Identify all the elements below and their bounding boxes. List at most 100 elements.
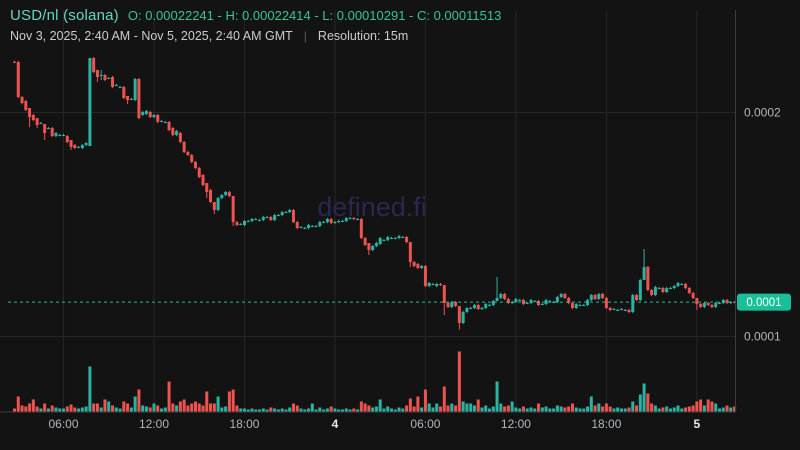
candle-body bbox=[186, 152, 190, 156]
volume-bar bbox=[352, 408, 356, 412]
candle-body bbox=[623, 309, 627, 311]
candle-body bbox=[552, 301, 556, 303]
volume-bar bbox=[111, 405, 115, 412]
candle-body bbox=[137, 79, 141, 119]
volume-bar bbox=[288, 407, 292, 412]
candle-body bbox=[209, 190, 213, 203]
candle-body bbox=[657, 288, 661, 290]
volume-bar bbox=[589, 396, 593, 412]
volume-bar bbox=[246, 409, 250, 412]
candle-body bbox=[401, 237, 405, 239]
volume-bar bbox=[88, 366, 92, 412]
volume-bar bbox=[616, 407, 620, 412]
candle-body bbox=[284, 212, 288, 214]
candle-body bbox=[537, 301, 541, 305]
candle-body bbox=[420, 266, 424, 269]
volume-bar bbox=[273, 408, 277, 412]
candle-body bbox=[322, 222, 326, 224]
candle-body bbox=[405, 237, 409, 243]
volume-bar bbox=[548, 408, 552, 412]
volume-bar bbox=[446, 405, 450, 412]
volume-bar bbox=[691, 405, 695, 412]
candle-body bbox=[175, 131, 179, 136]
volume-bar bbox=[160, 408, 164, 412]
candle-body bbox=[702, 303, 706, 308]
candle-body bbox=[503, 294, 507, 300]
candle-body bbox=[653, 287, 657, 296]
candle-body bbox=[325, 219, 329, 223]
volume-bar bbox=[235, 405, 239, 412]
candle-body bbox=[412, 262, 416, 267]
volume-bar bbox=[99, 407, 103, 412]
time-axis-label: 18:00 bbox=[591, 417, 621, 431]
time-axis-label: 06:00 bbox=[410, 417, 440, 431]
candle-body bbox=[156, 115, 160, 123]
time-axis[interactable]: 06:00 12:00 18:00 4 06:00 12:00 18:00 5 bbox=[48, 417, 700, 431]
volume-bar bbox=[178, 401, 182, 412]
candle-body bbox=[684, 284, 688, 289]
volume-bar bbox=[499, 403, 503, 412]
volume-bar bbox=[239, 408, 243, 412]
volume-bar bbox=[706, 399, 710, 412]
volume-bar bbox=[408, 398, 412, 412]
volume-bar bbox=[216, 396, 220, 412]
resolution-text[interactable]: Resolution: 15m bbox=[317, 29, 409, 43]
volume-bar bbox=[122, 401, 126, 412]
candle-body bbox=[672, 286, 676, 289]
grid-lines bbox=[0, 10, 735, 412]
volume-bar bbox=[212, 403, 216, 412]
candle-body bbox=[265, 217, 269, 219]
candle-body bbox=[197, 168, 201, 178]
volume-bar bbox=[133, 396, 137, 412]
volume-bar bbox=[601, 406, 605, 412]
candle-body bbox=[129, 99, 133, 101]
candle-body bbox=[367, 243, 371, 251]
volume-bar bbox=[586, 406, 590, 412]
volume-bar bbox=[570, 403, 574, 412]
volume-bar bbox=[514, 407, 518, 412]
candle-body bbox=[299, 227, 303, 229]
candle-body bbox=[273, 215, 277, 221]
volume-bar bbox=[506, 405, 510, 412]
candle-body bbox=[220, 195, 224, 199]
candle-body bbox=[371, 246, 375, 251]
candle-body bbox=[254, 219, 258, 221]
candle-body bbox=[533, 301, 537, 303]
volume-bar bbox=[710, 401, 714, 412]
volume-bar bbox=[665, 406, 669, 412]
candle-body bbox=[31, 115, 35, 121]
volume-bar bbox=[28, 403, 32, 412]
candle-body bbox=[567, 298, 571, 304]
volume-bar bbox=[359, 401, 363, 412]
candle-body bbox=[680, 284, 684, 286]
candlestick-series bbox=[13, 56, 737, 330]
candle-body bbox=[488, 304, 492, 306]
candle-body bbox=[80, 145, 84, 149]
volume-bar bbox=[167, 381, 171, 412]
volume-bar bbox=[397, 407, 401, 412]
volume-bar bbox=[322, 409, 326, 412]
candle-body bbox=[84, 143, 88, 146]
candle-body bbox=[20, 97, 24, 104]
volume-bar bbox=[156, 405, 160, 412]
volume-bar bbox=[612, 408, 616, 412]
price-axis[interactable]: 0.0002 0.0001 bbox=[744, 106, 781, 344]
candle-body bbox=[348, 218, 352, 220]
volume-bar bbox=[382, 408, 386, 412]
volume-bar bbox=[488, 408, 492, 412]
candle-body bbox=[469, 308, 473, 309]
volume-bar bbox=[314, 409, 318, 412]
candle-body bbox=[152, 115, 156, 118]
volume-bar bbox=[344, 408, 348, 412]
candle-body bbox=[499, 294, 503, 299]
volume-bar bbox=[148, 407, 152, 412]
candle-body bbox=[699, 304, 703, 308]
volume-bar bbox=[363, 403, 367, 412]
volume-bar bbox=[574, 407, 578, 412]
candle-body bbox=[450, 301, 454, 308]
symbol-title[interactable]: USD/nl (solana) bbox=[10, 7, 119, 24]
volume-bar bbox=[126, 403, 130, 412]
candle-body bbox=[589, 295, 593, 301]
candle-body bbox=[465, 308, 469, 313]
